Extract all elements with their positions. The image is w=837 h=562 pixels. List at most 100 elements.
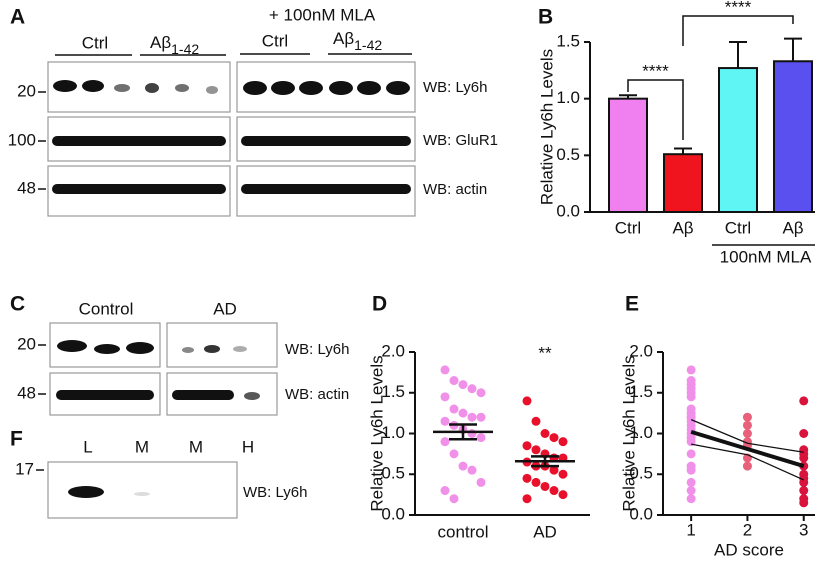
group-label: Control [79,299,134,318]
band [204,345,220,353]
x-tick-label: 3 [799,520,808,539]
x-tick-label: Ctrl [615,218,641,237]
band [329,81,353,95]
bands [52,80,411,194]
dot [440,392,450,402]
panel-letter: C [10,293,25,316]
panel-letter: D [372,293,387,316]
band [57,340,87,352]
confidence-line [691,443,805,481]
group-label-main: Aβ [333,29,354,48]
significance-label: **** [725,0,752,16]
x-tick-label: control [437,522,488,541]
point [742,429,752,438]
dot [531,477,541,487]
point [742,461,752,471]
dot [467,412,477,422]
bar [718,67,758,213]
x-tick-label: Aβ [672,218,693,237]
band [233,346,247,352]
dot [449,404,459,414]
band [386,81,410,95]
dot [458,408,468,418]
y-tick-label: 1.5 [629,382,653,401]
band [53,80,77,92]
dot [522,441,532,451]
panel-letter: F [10,428,23,451]
y-tick-label: 1.5 [381,382,405,401]
bands [56,340,260,400]
band [114,84,130,92]
dot [549,465,559,475]
point [799,453,809,463]
dot [467,429,477,438]
panel-letter: A [10,6,25,29]
blot [236,61,416,113]
band [94,344,120,354]
band [175,84,189,92]
point [799,429,809,438]
y-tick-label: 1.5 [556,31,580,50]
lane-label: M [189,437,203,456]
blot [47,61,231,113]
band [243,81,267,95]
dot [440,416,450,426]
wb-label: WB: Ly6h [285,341,349,358]
dot [476,388,486,398]
dot [522,473,532,483]
group-label-sub: 1-42 [171,41,199,57]
dot [558,490,568,500]
lane-label: L [83,437,92,456]
dot [458,461,468,471]
mw-label: 20 [17,334,36,353]
band [145,83,159,93]
dot [476,477,486,487]
y-tick-label: 0.5 [629,464,653,483]
y-tick-label: 0.5 [556,145,580,164]
point [686,465,696,475]
group-label: Aβ1-42 [333,29,382,52]
point [686,477,696,487]
wb-label: WB: Ly6h [243,484,307,501]
bar [773,60,813,214]
band [182,347,194,353]
y-tick-label: 1.0 [556,88,580,107]
panel-letter: B [538,6,553,29]
mw-label: 20 [17,81,36,100]
group-label: Ctrl [262,31,288,50]
significance-label: ** [538,343,552,362]
point [686,365,696,375]
panel-letter: E [625,293,639,316]
x-tick-label: AD [533,522,557,541]
fit-line [690,429,805,469]
y-axis-label: Relative Ly6h Levels [367,355,386,511]
confidence-line [690,419,804,453]
dot [522,396,532,406]
significance-bracket [682,15,794,46]
group-label: Ctrl [82,33,108,52]
dot [440,437,450,447]
band [56,390,154,400]
mw-label: 48 [17,383,36,402]
band [271,81,295,95]
point [799,498,809,508]
group-label: Aβ1-42 [150,33,199,56]
group-label-sub: 1-42 [354,37,382,53]
bar [608,97,648,213]
dot [449,494,459,504]
band [206,86,218,94]
x-tick-label: Ctrl [725,218,751,237]
group-label: 100nM MLA [720,247,812,266]
mw-label: 48 [17,178,36,197]
wb-label: WB: actin [423,181,487,198]
dot [531,416,541,426]
dot [540,429,550,438]
y-tick-label: 1.0 [629,423,653,442]
group-label-main: Aβ [150,33,171,52]
point [742,412,752,422]
band [244,392,260,400]
x-tick-label: 1 [686,520,695,539]
dot [467,465,477,475]
band [134,492,150,496]
